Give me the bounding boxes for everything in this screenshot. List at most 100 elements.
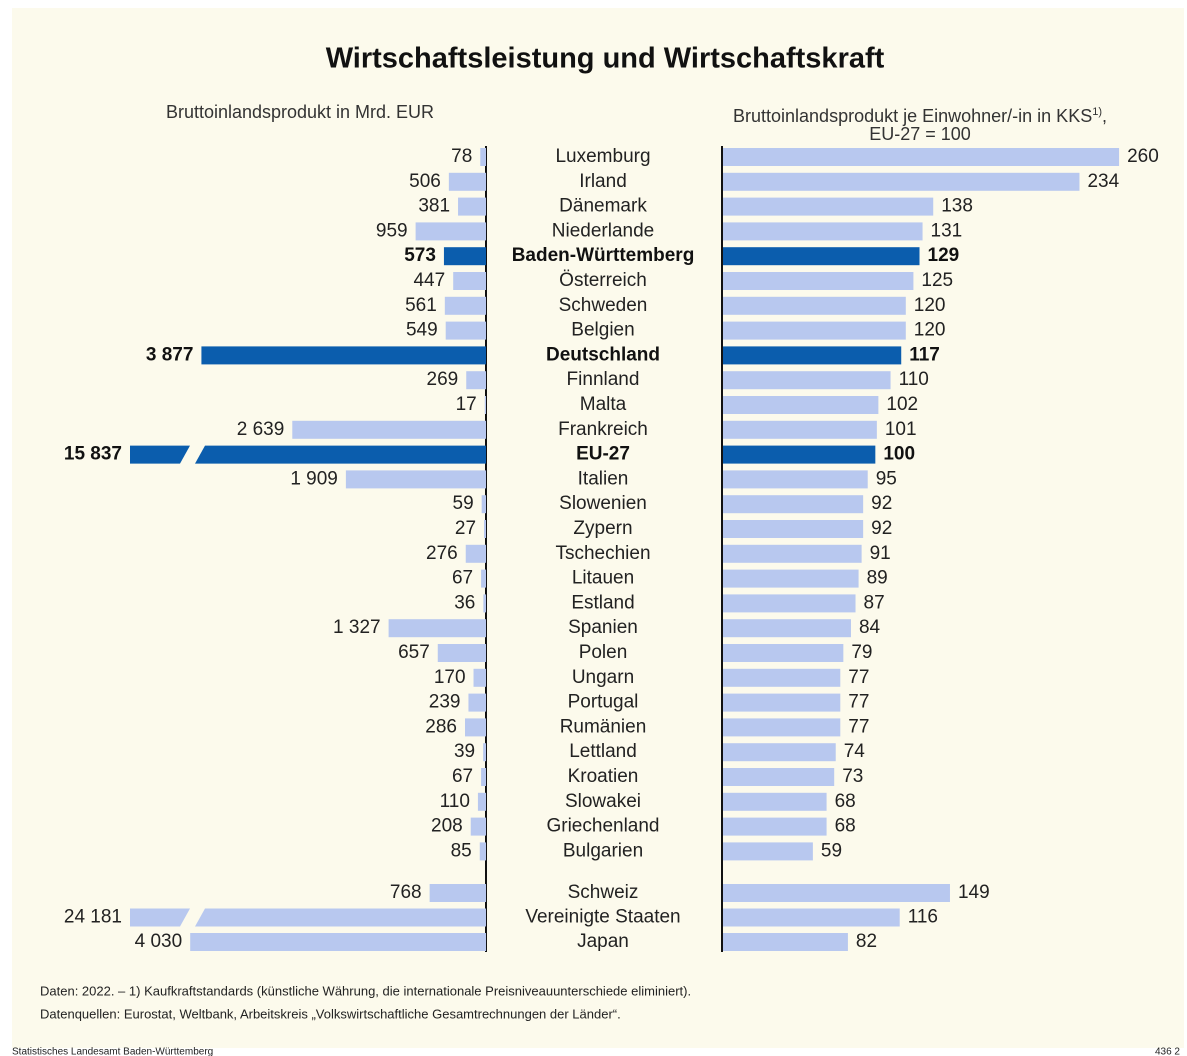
value-label: 125 bbox=[921, 270, 953, 291]
category-label: Ungarn bbox=[572, 667, 634, 688]
value-label: 89 bbox=[867, 568, 888, 589]
bar bbox=[723, 148, 1120, 166]
value-label: 77 bbox=[848, 692, 869, 713]
footnote-mark: 1) bbox=[1092, 106, 1102, 118]
chart-title: Wirtschaftsleistung und Wirtschaftskraft bbox=[326, 43, 885, 75]
value-label: 39 bbox=[454, 741, 475, 762]
value-label: 67 bbox=[452, 766, 473, 787]
right-header: Bruttoinlandsprodukt je Einwohner/-in in… bbox=[720, 103, 1120, 143]
category-label: Spanien bbox=[568, 617, 638, 638]
category-label: Schweiz bbox=[568, 882, 639, 903]
bar bbox=[723, 247, 920, 266]
value-label: 768 bbox=[390, 882, 422, 903]
right-header-suffix: , EU-27 = 100 bbox=[869, 106, 1107, 144]
value-label: 4 030 bbox=[135, 931, 183, 952]
bar bbox=[723, 396, 879, 414]
bar bbox=[479, 842, 486, 861]
bar bbox=[443, 247, 486, 266]
bar bbox=[465, 718, 486, 737]
value-label: 110 bbox=[440, 791, 470, 812]
category-label: Bulgarien bbox=[563, 840, 643, 861]
value-label: 549 bbox=[406, 320, 438, 341]
bar bbox=[470, 817, 486, 836]
bar bbox=[292, 420, 486, 439]
bar bbox=[723, 420, 877, 439]
category-label: Italien bbox=[578, 468, 629, 489]
bar bbox=[483, 594, 486, 613]
value-label: 84 bbox=[859, 617, 881, 638]
value-label: 77 bbox=[848, 667, 869, 688]
category-label: Österreich bbox=[559, 270, 647, 291]
value-label: 239 bbox=[429, 692, 461, 713]
value-label: 131 bbox=[931, 220, 963, 241]
value-label: 561 bbox=[405, 295, 437, 316]
value-label: 120 bbox=[914, 320, 946, 341]
value-label: 276 bbox=[426, 543, 458, 564]
value-label: 68 bbox=[835, 816, 856, 837]
value-label: 286 bbox=[425, 716, 457, 737]
bar bbox=[195, 908, 486, 927]
value-label: 170 bbox=[434, 667, 466, 688]
left-header: Bruttoinlandsprodukt in Mrd. EUR bbox=[165, 102, 435, 122]
bar bbox=[429, 884, 486, 902]
value-label: 87 bbox=[864, 592, 885, 613]
category-label: Estland bbox=[571, 592, 634, 613]
category-label: Belgien bbox=[571, 320, 634, 341]
value-label: 15 837 bbox=[64, 444, 122, 465]
value-label: 116 bbox=[908, 907, 938, 928]
bar bbox=[448, 172, 486, 191]
bar bbox=[484, 520, 486, 538]
category-label: Schweden bbox=[559, 295, 648, 316]
category-label: Luxemburg bbox=[555, 146, 650, 167]
bar bbox=[481, 495, 486, 514]
value-label: 24 181 bbox=[64, 907, 122, 928]
bar bbox=[415, 222, 486, 241]
value-label: 82 bbox=[856, 931, 877, 952]
bar bbox=[723, 792, 827, 811]
bar bbox=[723, 908, 900, 927]
value-label: 149 bbox=[958, 882, 990, 903]
category-label: Deutschland bbox=[546, 344, 660, 365]
category-label: Tschechien bbox=[555, 543, 650, 564]
value-label: 100 bbox=[883, 444, 915, 465]
value-label: 1 327 bbox=[333, 617, 381, 638]
category-label: Niederlande bbox=[552, 220, 654, 241]
bar bbox=[723, 668, 841, 687]
value-label: 381 bbox=[418, 196, 450, 217]
bar bbox=[723, 817, 827, 836]
bar bbox=[473, 668, 486, 687]
value-label: 138 bbox=[941, 196, 973, 217]
code: 436 2 bbox=[1155, 1047, 1180, 1056]
value-label: 85 bbox=[451, 840, 472, 861]
value-label: 2 639 bbox=[237, 419, 285, 440]
category-label: Kroatien bbox=[568, 766, 639, 787]
bar bbox=[481, 569, 486, 588]
bar bbox=[201, 346, 486, 365]
value-label: 117 bbox=[909, 344, 940, 365]
bar bbox=[453, 272, 486, 290]
bar bbox=[723, 842, 813, 861]
bar bbox=[465, 544, 486, 563]
bar bbox=[480, 148, 486, 166]
value-label: 73 bbox=[842, 766, 863, 787]
category-label: Lettland bbox=[569, 741, 637, 762]
bar bbox=[723, 743, 836, 762]
bar bbox=[723, 520, 864, 538]
value-label: 506 bbox=[409, 171, 441, 192]
right-header-text: Bruttoinlandsprodukt je Einwohner/-in in… bbox=[733, 106, 1093, 126]
value-label: 269 bbox=[427, 369, 459, 390]
bar bbox=[723, 933, 848, 951]
bar bbox=[723, 718, 841, 737]
value-label: 17 bbox=[456, 394, 477, 415]
bar bbox=[723, 445, 876, 464]
bar bbox=[388, 619, 486, 638]
bar bbox=[466, 371, 486, 390]
category-label: Portugal bbox=[568, 692, 639, 713]
value-label: 92 bbox=[871, 493, 892, 514]
bar bbox=[477, 792, 486, 811]
category-label: Rumänien bbox=[560, 716, 647, 737]
category-label: Frankreich bbox=[558, 419, 648, 440]
value-label: 129 bbox=[928, 245, 960, 266]
bar bbox=[723, 197, 934, 216]
bar bbox=[723, 768, 835, 786]
